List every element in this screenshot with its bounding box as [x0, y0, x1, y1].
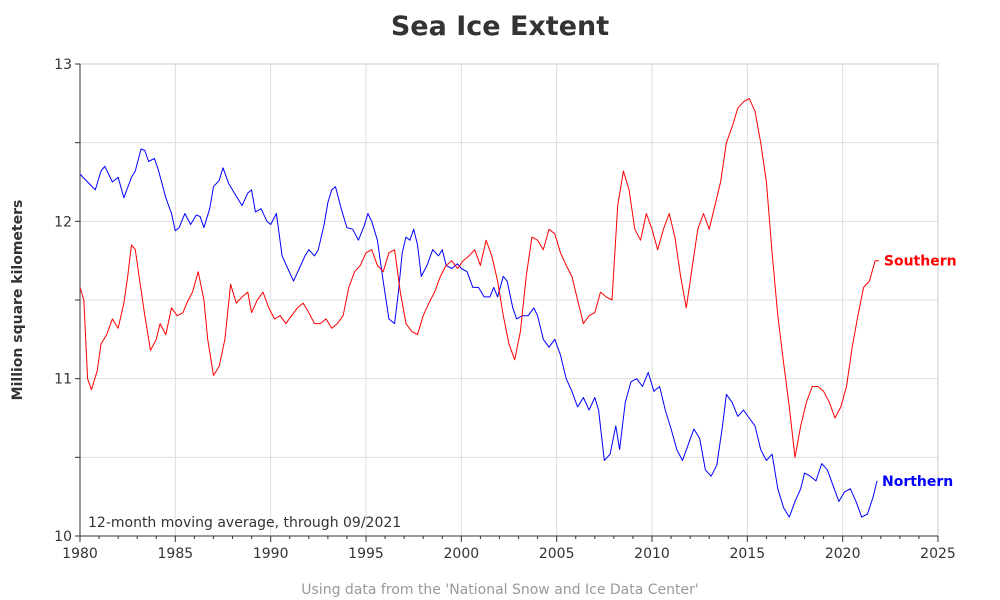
chart-caption: Using data from the 'National Snow and I…	[301, 582, 698, 598]
x-tick-label: 2000	[444, 546, 480, 562]
x-tick-label: 2010	[634, 546, 670, 562]
x-tick-label: 2020	[825, 546, 861, 562]
x-tick-label: 1980	[62, 546, 98, 562]
y-tick-label: 11	[54, 372, 72, 388]
series-label-southern: Southern	[884, 254, 957, 270]
x-axis-ticks: 1980 1985 1990 1995 2000 2005 2010 2015 2020 2025	[62, 536, 956, 562]
y-tick-label: 13	[54, 57, 72, 73]
series-line-northern	[79, 148, 878, 518]
y-axis-ticks: 10 11 12 13	[54, 57, 80, 545]
x-tick-label: 2005	[539, 546, 575, 562]
series-lines	[79, 98, 879, 518]
x-tick-label: 2015	[730, 546, 766, 562]
x-tick-label: 1985	[158, 546, 194, 562]
series-line-southern	[79, 98, 879, 458]
x-tick-label: 1995	[348, 546, 384, 562]
series-labels: Northern Southern	[882, 254, 957, 490]
chart-note: 12-month moving average, through 09/2021	[88, 515, 401, 531]
series-label-northern: Northern	[882, 474, 953, 490]
y-tick-label: 12	[54, 214, 72, 230]
chart-title: Sea Ice Extent	[391, 11, 609, 42]
x-tick-label: 2025	[920, 546, 956, 562]
y-axis-label: Million square kilometers	[10, 200, 26, 401]
y-tick-label: 10	[54, 529, 72, 545]
x-tick-label: 1990	[253, 546, 289, 562]
